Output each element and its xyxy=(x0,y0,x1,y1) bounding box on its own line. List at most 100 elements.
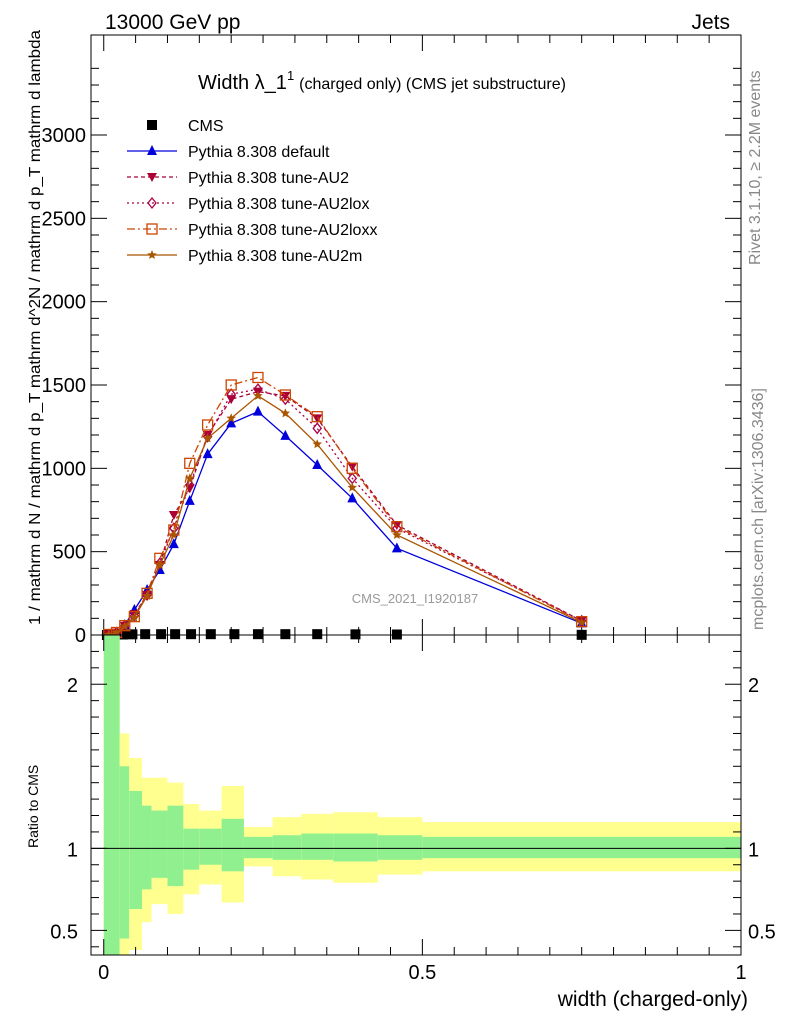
y-tick-label: 500 xyxy=(53,542,86,564)
header-right: Jets xyxy=(691,11,730,34)
y-tick-label: 1000 xyxy=(42,458,87,480)
series-3-point xyxy=(202,430,213,443)
ratio-band-green xyxy=(129,790,142,910)
ratio-band-green xyxy=(141,805,152,890)
series-4-point xyxy=(252,371,264,384)
ratio-y-tick-label: 1 xyxy=(67,839,78,861)
header-left: 13000 GeV pp xyxy=(105,11,240,34)
series-0-point xyxy=(170,629,181,640)
series-3-point xyxy=(142,588,152,602)
ratio-plot-layer: 0 0.5 10.5 0.51 12 2 xyxy=(50,634,776,984)
series-2-line xyxy=(108,391,582,636)
ratio-y-tick-label-right: 2 xyxy=(748,675,759,697)
series-5-point xyxy=(253,390,263,400)
series-0-point xyxy=(252,629,263,640)
y-tick-label: 3000 xyxy=(42,125,87,147)
series-5-point xyxy=(202,433,213,443)
title-main: Width λ_1 xyxy=(198,72,287,94)
series-0-point xyxy=(156,629,167,640)
legend-marker xyxy=(146,223,158,235)
series-4-point xyxy=(141,587,153,599)
ratio-band-green xyxy=(301,833,334,860)
series-5-point xyxy=(169,530,179,539)
legend-marker xyxy=(147,250,157,259)
series-3-point xyxy=(576,614,587,627)
main-plot-layer: 0 500 1000 1500 2000 2500 3000 xyxy=(42,34,742,647)
series-1-line xyxy=(108,410,582,636)
series-4-point xyxy=(576,616,588,628)
y-tick-label: 1500 xyxy=(42,375,87,397)
legend-label: Pythia 8.308 tune-AU2loxx xyxy=(188,222,377,239)
ratio-band-green xyxy=(199,828,222,865)
series-5-point xyxy=(226,413,236,423)
series-5-point xyxy=(392,530,402,539)
ratio-band-green xyxy=(221,818,244,872)
legend: CMS Pythia 8.308 default Pythia 8.308 tune… xyxy=(127,118,377,265)
watermark: CMS_2021_I1920187 xyxy=(352,591,479,606)
legend-label: Pythia 8.308 tune-AU2lox xyxy=(188,196,369,213)
series-0-point xyxy=(312,629,323,640)
y-axis-label-main: 1 / mathrm d N / mathrm d p_T mathrm d^2… xyxy=(27,30,44,625)
series-5-point xyxy=(347,482,357,492)
y-tick-label: 0 xyxy=(75,625,86,647)
legend-marker xyxy=(147,173,157,182)
side-text-bottom: mcplots.cern.ch [arXiv:1306.3436] xyxy=(750,388,767,630)
ratio-y-tick-label-right: 0.5 xyxy=(748,921,776,943)
series-4-point xyxy=(119,620,131,632)
legend-marker xyxy=(147,145,157,155)
series-2-point xyxy=(312,414,323,424)
ratio-band-green xyxy=(422,836,741,859)
ratio-band-green xyxy=(103,635,120,955)
series-5-point xyxy=(111,627,122,637)
x-axis-label: width (charged-only) xyxy=(557,988,748,1011)
series-0-point xyxy=(205,629,216,640)
chart-title: Width λ_11 (charged only) (CMS jet substr… xyxy=(198,68,566,94)
x-tick-label: 0 xyxy=(98,962,109,984)
series-4-point xyxy=(201,419,214,431)
ratio-band-green xyxy=(183,828,200,870)
x-tick-label: 1 xyxy=(735,962,746,984)
x-tick-label: 0.5 xyxy=(408,962,436,984)
ratio-y-tick-label: 2 xyxy=(67,675,78,697)
legend-label: CMS xyxy=(188,118,224,135)
series-5-line xyxy=(108,394,582,636)
legend-marker xyxy=(147,196,157,210)
title-rest: (charged only) (CMS jet substructure) xyxy=(299,76,566,93)
legend-marker xyxy=(147,120,157,130)
legend-label: Pythia 8.308 tune-AU2m xyxy=(188,248,362,265)
series-2 xyxy=(103,387,587,640)
title-sup: 1 xyxy=(287,68,294,83)
legend-label: Pythia 8.308 default xyxy=(188,144,330,161)
series-5 xyxy=(104,390,587,639)
series-1-point xyxy=(184,494,195,505)
ratio-y-tick-label-right: 1 xyxy=(748,839,759,861)
ratio-band-green xyxy=(272,835,302,860)
series-1-point xyxy=(280,429,291,440)
y-axis-label-ratio: Ratio to CMS xyxy=(25,765,41,848)
side-text-top: Rivet 3.1.10, ≥ 2.2M events xyxy=(747,70,764,265)
series-4 xyxy=(103,371,588,641)
series-4-point xyxy=(279,389,292,401)
series-0-point xyxy=(186,629,197,640)
series-4-point xyxy=(311,411,323,423)
ratio-band-green xyxy=(243,836,273,859)
series-1-point xyxy=(391,542,402,553)
series-4-point xyxy=(225,379,237,391)
series-5-point xyxy=(576,617,587,627)
series-1-point xyxy=(226,417,237,428)
series-5-point xyxy=(155,560,165,569)
series-1-point xyxy=(168,538,179,549)
legend-entry: Pythia 8.308 tune-AU2m xyxy=(127,248,362,265)
series-3-point xyxy=(184,478,195,492)
series-5-point xyxy=(185,473,195,483)
series-4-point xyxy=(184,457,196,469)
series-4-point xyxy=(128,611,140,623)
legend-entry: Pythia 8.308 default xyxy=(127,144,330,161)
series-0-point xyxy=(350,629,361,640)
series-5-point xyxy=(120,621,130,631)
series-1-point xyxy=(312,459,323,469)
series-1-point xyxy=(347,492,358,503)
series-0-point xyxy=(280,629,291,640)
series-1-point xyxy=(202,448,213,459)
